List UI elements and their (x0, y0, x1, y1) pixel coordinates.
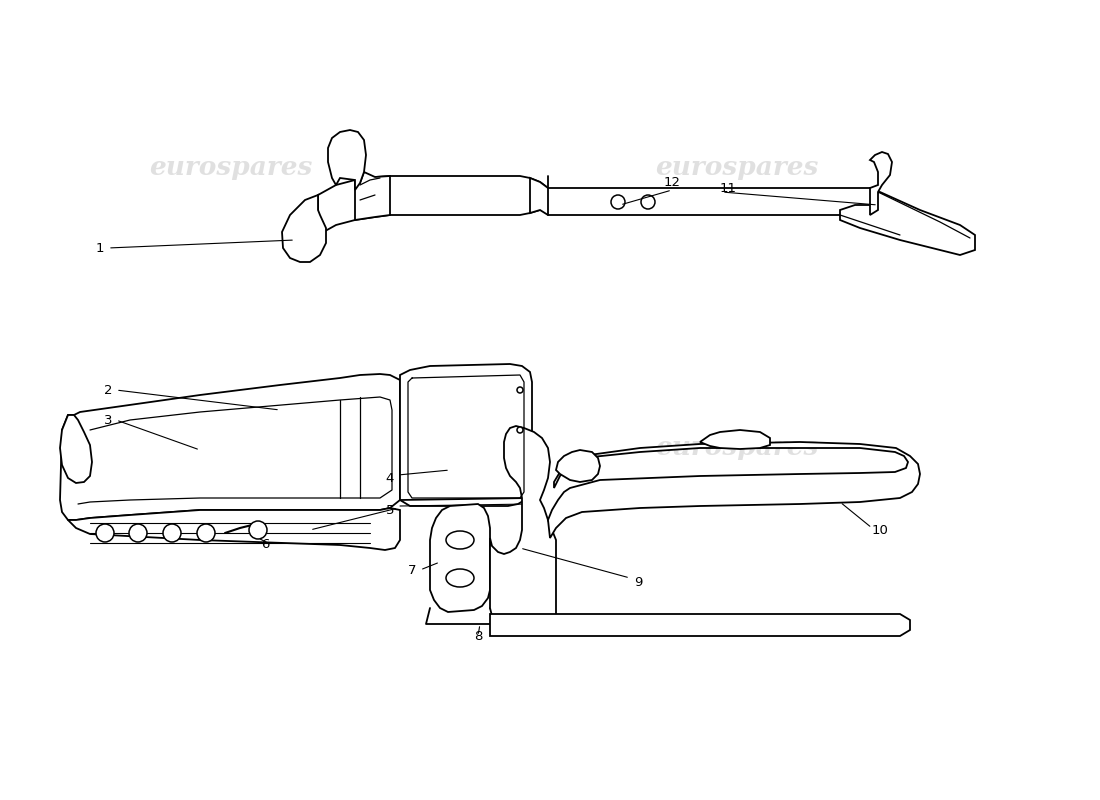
Text: 7: 7 (408, 563, 416, 577)
Circle shape (641, 195, 654, 209)
Text: eurospares: eurospares (150, 435, 312, 461)
Circle shape (163, 524, 182, 542)
Polygon shape (700, 430, 770, 449)
Text: 11: 11 (719, 182, 737, 194)
Circle shape (129, 524, 147, 542)
Circle shape (517, 387, 522, 393)
Polygon shape (318, 176, 548, 235)
Text: 12: 12 (663, 177, 681, 190)
Text: 6: 6 (261, 538, 270, 551)
Text: 5: 5 (386, 503, 394, 517)
Circle shape (249, 521, 267, 539)
Circle shape (197, 524, 215, 542)
Text: eurospares: eurospares (150, 155, 312, 181)
Text: 8: 8 (474, 630, 482, 642)
Polygon shape (430, 504, 490, 612)
Text: eurospares: eurospares (656, 435, 818, 461)
Polygon shape (490, 426, 556, 626)
Polygon shape (548, 442, 920, 538)
Polygon shape (400, 364, 532, 506)
Text: 9: 9 (634, 575, 642, 589)
Polygon shape (870, 152, 892, 215)
Text: 4: 4 (386, 471, 394, 485)
Text: 1: 1 (96, 242, 104, 254)
Text: eurospares: eurospares (656, 155, 818, 181)
Text: 10: 10 (871, 523, 889, 537)
Polygon shape (60, 415, 92, 483)
Polygon shape (60, 374, 400, 520)
Polygon shape (556, 450, 600, 482)
Circle shape (610, 195, 625, 209)
Polygon shape (490, 614, 910, 636)
Circle shape (517, 427, 522, 433)
Circle shape (96, 524, 114, 542)
Polygon shape (530, 178, 882, 215)
Ellipse shape (446, 569, 474, 587)
Polygon shape (282, 195, 326, 262)
Text: 2: 2 (103, 383, 112, 397)
Polygon shape (840, 192, 975, 255)
Text: 3: 3 (103, 414, 112, 426)
Ellipse shape (446, 531, 474, 549)
Polygon shape (355, 172, 390, 220)
Polygon shape (328, 130, 366, 190)
Polygon shape (68, 508, 400, 550)
